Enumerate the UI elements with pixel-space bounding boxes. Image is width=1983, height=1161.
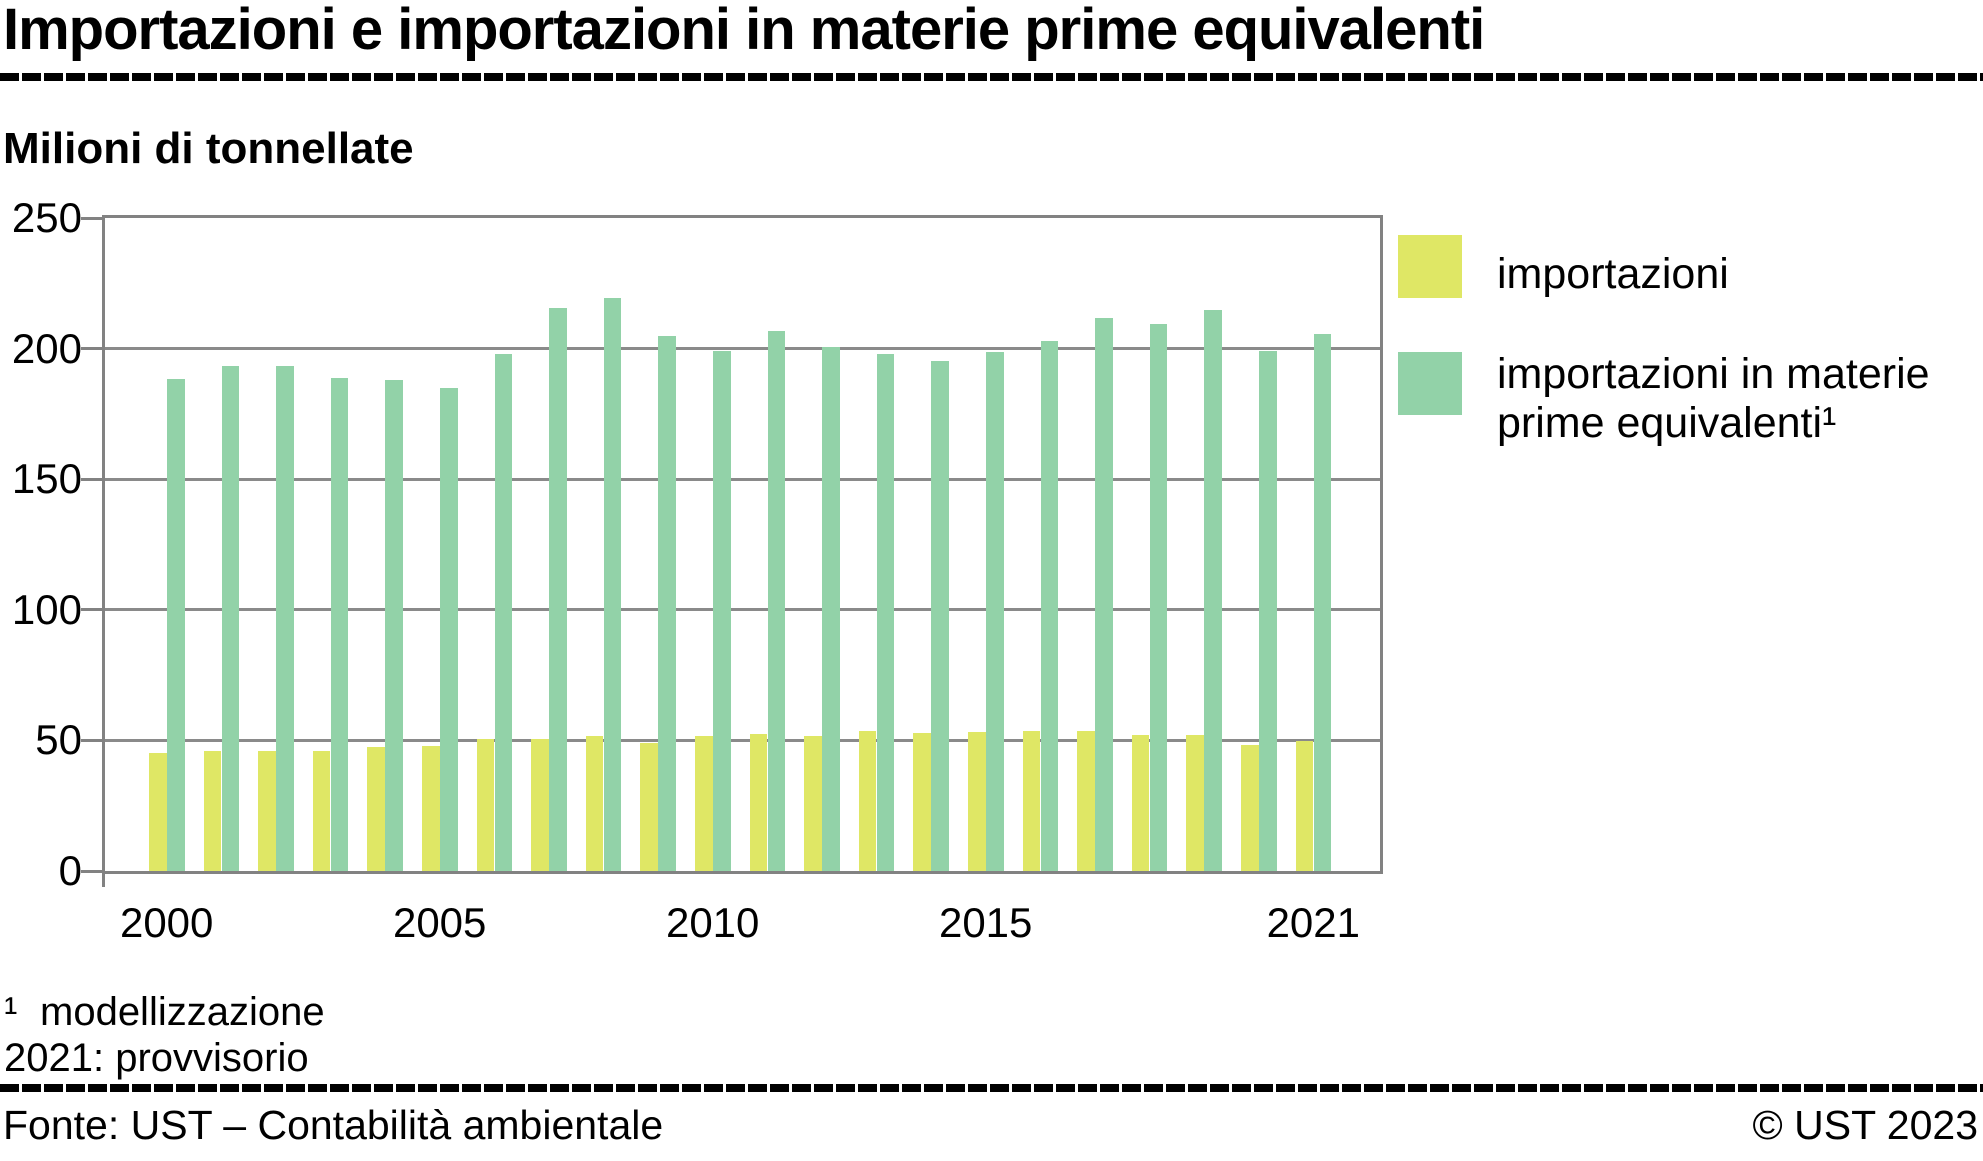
bar-materie-prime-2001 [221, 365, 240, 871]
bar-importazioni-2003 [312, 751, 331, 871]
bar-importazioni-2006 [476, 738, 495, 871]
bar-importazioni-2013 [858, 731, 877, 871]
bar-materie-prime-2003 [330, 377, 349, 871]
bar-materie-prime-2000 [167, 378, 185, 871]
bar-materie-prime-2016 [1040, 340, 1059, 871]
bar-importazioni-2000 [149, 752, 167, 871]
legend-label-materie-prime-line1: importazioni in materie [1497, 350, 1930, 398]
bar-importazioni-2005 [422, 745, 440, 871]
y-gridline-50 [105, 738, 1380, 742]
bar-importazioni-2010 [695, 736, 713, 871]
bar-materie-prime-2002 [276, 365, 294, 871]
y-axis-label-0: 0 [58, 847, 82, 894]
footnote-text: modellizzazione [40, 990, 325, 1034]
y-tick-150 [81, 477, 102, 481]
bar-materie-prime-2021 [1313, 334, 1332, 871]
y-gridline-100 [105, 608, 1380, 612]
legend-label-importazioni: importazioni [1497, 250, 1729, 298]
y-tick-250 [81, 216, 102, 220]
bar-importazioni-2019 [1186, 735, 1205, 871]
x-axis-label-2005: 2005 [392, 899, 487, 946]
bar-importazioni-2014 [913, 732, 932, 871]
source-text: Fonte: UST – Contabilità ambientale [3, 1102, 664, 1148]
bar-importazioni-2017 [1077, 731, 1095, 871]
bar-importazioni-2004 [367, 747, 386, 871]
bar-importazioni-2021 [1295, 740, 1314, 871]
legend-swatch-materie-prime [1398, 352, 1462, 415]
bar-materie-prime-2019 [1204, 309, 1223, 871]
y-gridline-200 [105, 347, 1380, 351]
legend-label-materie-prime: importazioni in materie prime equivalent… [1497, 350, 1930, 448]
footer: Fonte: UST – Contabilità ambientale © US… [3, 1102, 1978, 1148]
chart-title: Importazioni e importazioni in materie p… [3, 0, 1485, 62]
bar-importazioni-2009 [640, 743, 659, 871]
bar-materie-prime-2017 [1095, 318, 1113, 871]
bar-importazioni-2016 [1022, 731, 1041, 871]
title-divider-rule [0, 73, 1983, 81]
x-axis-label-2000: 2000 [119, 899, 214, 946]
bar-importazioni-2008 [585, 736, 604, 871]
bar-materie-prime-2005 [440, 388, 458, 871]
bar-importazioni-2020 [1241, 745, 1259, 871]
legend-label-materie-prime-line2: prime equivalenti¹ [1497, 399, 1837, 447]
y-axis-label-150: 150 [11, 455, 82, 503]
y-tick-0 [81, 869, 102, 873]
footnote-modellizzazione: ¹ modellizzazione [4, 990, 325, 1034]
bar-importazioni-2018 [1131, 735, 1150, 871]
x-axis-label-2010: 2010 [665, 899, 760, 946]
y-axis-label-50: 50 [35, 716, 82, 764]
bar-importazioni-2001 [203, 750, 222, 871]
bar-materie-prime-2008 [603, 298, 622, 871]
y-tick-50 [81, 738, 102, 742]
bar-materie-prime-2007 [549, 308, 567, 871]
bar-importazioni-2015 [968, 731, 986, 871]
bar-importazioni-2011 [749, 734, 768, 871]
y-tick-100 [81, 608, 102, 612]
legend-swatch-importazioni [1398, 235, 1462, 298]
unit-label: Milioni di tonnellate [3, 124, 414, 173]
y-axis-label-250: 250 [11, 194, 82, 241]
bar-materie-prime-2013 [876, 354, 895, 871]
y-gridline-150 [105, 477, 1380, 481]
footnote-marker: ¹ [4, 990, 18, 1034]
bar-materie-prime-2004 [385, 380, 404, 871]
footer-divider-rule [0, 1084, 1983, 1092]
y-tick-200 [81, 347, 102, 351]
bar-materie-prime-2009 [658, 335, 677, 871]
bar-importazioni-2012 [804, 736, 822, 871]
y-axis-label-200: 200 [11, 324, 82, 372]
x-axis-label-2021: 2021 [1266, 899, 1361, 946]
bar-materie-prime-2012 [822, 347, 840, 871]
x-axis-corner-tick [102, 871, 105, 887]
bar-materie-prime-2014 [931, 360, 950, 871]
x-axis-label-2015: 2015 [938, 899, 1033, 946]
y-axis-label-100: 100 [11, 585, 82, 633]
bar-importazioni-2007 [531, 738, 549, 871]
plot-area [81, 215, 1383, 887]
bar-materie-prime-2018 [1149, 324, 1168, 871]
copyright-text: © UST 2023 [1752, 1102, 1978, 1148]
bar-materie-prime-2015 [986, 352, 1004, 871]
bar-materie-prime-2010 [713, 351, 731, 871]
bar-materie-prime-2011 [767, 330, 786, 871]
footnote-provvisorio: 2021: provvisorio [4, 1036, 309, 1080]
bar-materie-prime-2020 [1259, 351, 1277, 871]
bar-importazioni-2002 [258, 750, 276, 871]
bar-materie-prime-2006 [494, 354, 513, 871]
